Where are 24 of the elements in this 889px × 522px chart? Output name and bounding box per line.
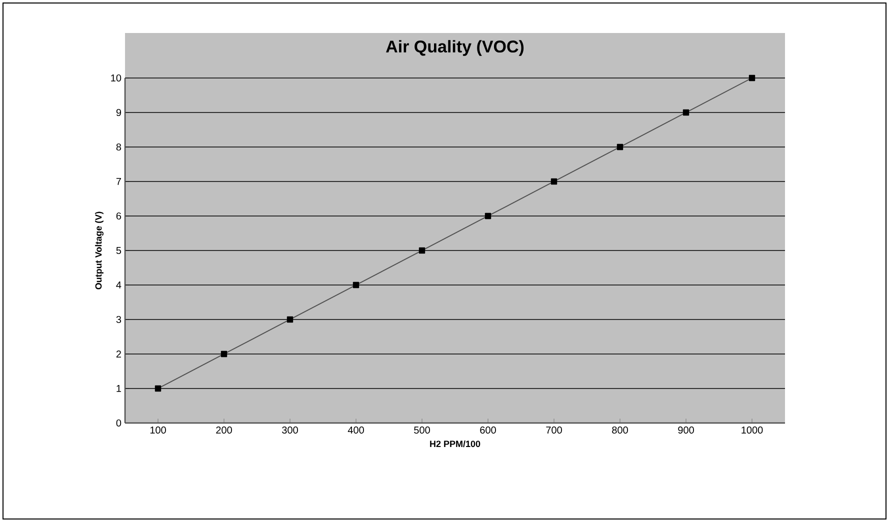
y-tick-label: 9 <box>116 108 122 116</box>
y-tick-label: 10 <box>111 74 122 82</box>
x-tick-label: 400 <box>348 426 364 434</box>
y-tick-label: 0 <box>116 419 122 427</box>
chart-title: Air Quality (VOC) <box>386 40 524 56</box>
y-tick-label: 3 <box>116 316 122 324</box>
y-tick-label: 7 <box>116 178 121 185</box>
x-tick-label: 200 <box>216 426 232 434</box>
x-tick-label: 500 <box>414 426 430 434</box>
x-tick-label: 300 <box>282 426 298 434</box>
y-tick-label: 8 <box>116 143 122 151</box>
x-tick-label: 1000 <box>742 426 763 434</box>
x-tick-label: 100 <box>150 426 166 434</box>
y-tick-label: 6 <box>116 212 122 220</box>
x-tick-label: 600 <box>480 426 496 434</box>
x-tick-label: 800 <box>612 426 628 434</box>
x-tick-label: 700 <box>546 426 562 434</box>
y-tick-label: 5 <box>116 246 122 254</box>
x-tick-label: 900 <box>678 426 694 434</box>
y-axis-title: Output Voltage (V) <box>95 212 104 290</box>
x-axis-title: H2 PPM/100 <box>430 440 480 448</box>
y-tick-label: 1 <box>116 385 121 392</box>
y-tick-label: 4 <box>116 282 122 288</box>
y-tick-label: 2 <box>116 350 121 358</box>
